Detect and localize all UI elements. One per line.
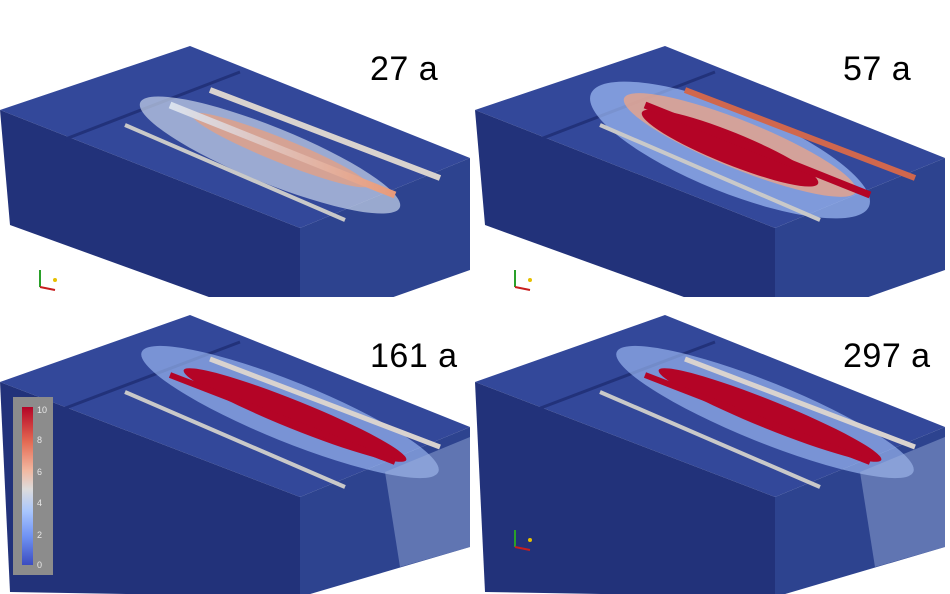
panel-27a: 27 a (0, 0, 475, 297)
colorbar-tick: 2 (37, 530, 43, 540)
time-label: 27 a (370, 50, 439, 88)
panel-161a: 161 a (0, 297, 475, 594)
time-label: 297 a (843, 337, 931, 375)
panel-57a: 57 a (475, 0, 950, 297)
colorbar: 10 8 6 4 2 0 (13, 397, 53, 575)
block-render (0, 46, 470, 297)
colorbar-tick: 4 (37, 498, 43, 508)
colorbar-gradient (22, 407, 33, 565)
panel-297a: 297 a (475, 297, 950, 594)
block-render (0, 315, 470, 594)
colorbar-tick: 8 (37, 435, 43, 445)
time-label: 57 a (843, 50, 912, 88)
block-render (475, 315, 945, 594)
colorbar-tick: 6 (37, 467, 43, 477)
block-render (475, 46, 945, 297)
colorbar-tick: 10 (37, 405, 48, 415)
colorbar-tick: 0 (37, 560, 43, 570)
time-label: 161 a (370, 337, 458, 375)
